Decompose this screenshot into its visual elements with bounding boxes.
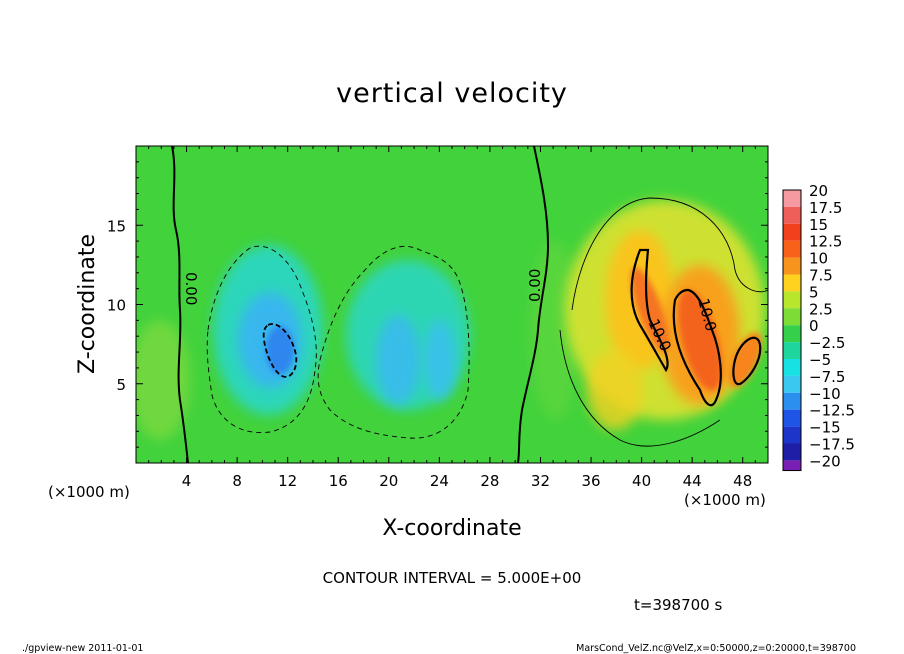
colorbar-swatch (783, 426, 801, 444)
contour-thin-right-bottom (559, 329, 721, 447)
x-tick-label: 24 (430, 472, 449, 490)
x-tick-label: 48 (733, 472, 752, 490)
colorbar-swatch (783, 342, 801, 359)
colorbar-swatch (783, 240, 801, 258)
contour-ten-b (672, 288, 722, 407)
colorbar-label: −2.5 (809, 334, 845, 352)
x-tick-label: 40 (632, 472, 651, 490)
contour-lines (171, 146, 768, 463)
colorbar-frame (782, 189, 802, 472)
y-axis-label: Z-coordinate (75, 234, 100, 374)
colorbar-label: −10 (809, 385, 841, 403)
contour-neg-left (206, 245, 317, 434)
x-tick-label: 32 (531, 472, 550, 490)
colorbar-swatch (783, 308, 801, 326)
field-region-yellow-low (587, 350, 643, 430)
colorbar-label: 15 (809, 216, 828, 234)
colorbar-label: −15 (809, 419, 841, 437)
contour-label-zero-mid: 0.00 (526, 269, 544, 302)
field-region-red1 (630, 267, 670, 353)
x-tick-label: 20 (379, 472, 398, 490)
colorbar-swatch (783, 190, 801, 207)
y-tick-label: 10 (107, 297, 126, 315)
colorbar-label: −20 (809, 452, 841, 470)
colorbar-swatch (783, 409, 801, 427)
field-region-blue-center2 (424, 320, 456, 400)
colorbar-label: 10 (809, 250, 828, 268)
colorbar-swatch (783, 375, 801, 393)
x-axis: 4 8 12 16 20 24 28 32 36 40 44 48 (148, 146, 756, 490)
colorbar-swatch (783, 443, 801, 461)
field-region-red2 (678, 289, 722, 391)
footer-right: MarsCond_VelZ.nc@VelZ,x=0:50000,z=0:2000… (576, 643, 856, 654)
y-axis: 5 10 15 (107, 161, 768, 448)
contour-ten-a (630, 248, 669, 373)
colorbar-swatch (783, 359, 801, 376)
colorbar-swatch (783, 223, 801, 241)
x-tick-label: 12 (278, 472, 297, 490)
colorbar-swatch (783, 291, 801, 309)
contour-strong-neg-left (262, 323, 298, 378)
contour-zero-left (171, 146, 189, 463)
field-region-red3 (728, 332, 762, 388)
colorbar: 2017.51512.5107.552.50−2.5−5−7.5−10−12.5… (782, 182, 855, 472)
field-region-lightgreen-left (136, 320, 190, 440)
chart-title: vertical velocity (336, 78, 568, 109)
contour-ten-c (732, 336, 762, 386)
x-tick-label: 4 (182, 472, 192, 490)
colorbar-label: 20 (809, 182, 828, 200)
colorbar-label: 5 (809, 283, 819, 301)
field-region-blue-center (376, 315, 420, 405)
x-unit-left: (×1000 m) (48, 483, 130, 501)
x-tick-label: 16 (329, 472, 348, 490)
x-tick-label: 28 (480, 472, 499, 490)
x-tick-label: 44 (683, 472, 702, 490)
colorbar-swatch (783, 274, 801, 292)
colorbar-swatch (783, 257, 801, 275)
heatmap-field (136, 200, 765, 440)
colorbar-swatch (783, 392, 801, 410)
contour-neg-center (317, 245, 470, 439)
contour-interval-text: CONTOUR INTERVAL = 5.000E+00 (323, 569, 582, 587)
y-tick-label: 5 (116, 376, 126, 394)
colorbar-swatch (783, 325, 801, 343)
colorbar-label: −7.5 (809, 368, 845, 386)
colorbar-label: −17.5 (809, 436, 855, 454)
colorbar-swatch (783, 206, 801, 224)
colorbar-label: 2.5 (809, 300, 833, 318)
contour-zero-mid (517, 146, 550, 463)
colorbar-label: 0 (809, 317, 819, 335)
field-region-lightgreen-mid (530, 240, 580, 420)
footer-left: ./gpview-new 2011-01-01 (22, 643, 143, 654)
colorbar-label: 12.5 (809, 233, 842, 251)
colorbar-label: 7.5 (809, 267, 833, 285)
contour-thin-right-top (571, 197, 768, 311)
colorbar-label: −5 (809, 351, 831, 369)
colorbar-label: −12.5 (809, 402, 855, 420)
colorbar-swatch (783, 460, 801, 471)
y-tick-label: 15 (107, 217, 126, 235)
x-unit-right: (×1000 m) (684, 491, 766, 509)
x-axis-label: X-coordinate (382, 516, 521, 541)
contour-label-zero-left: 0.00 (182, 272, 200, 305)
field-region-darkblue-left (266, 326, 294, 374)
colorbar-label: 17.5 (809, 199, 842, 217)
x-tick-label: 8 (232, 472, 242, 490)
time-label: t=398700 s (634, 596, 722, 614)
x-tick-label: 36 (581, 472, 600, 490)
